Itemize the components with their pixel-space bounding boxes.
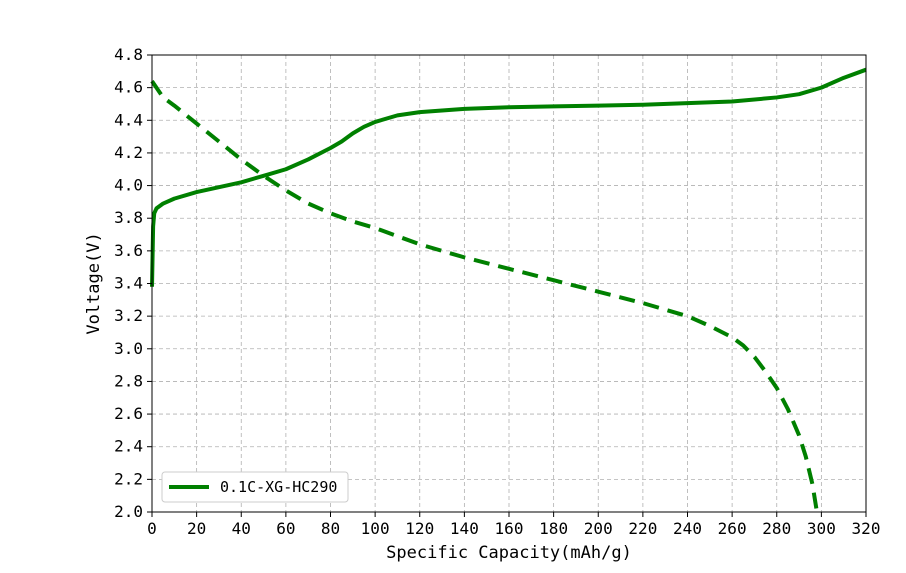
y-axis-label: Voltage(V) xyxy=(84,232,104,334)
ticks: 0 20 40 60 80 100 120 140 160 180 200 220 240 260 280 3… xyxy=(114,45,880,538)
x-tick-label: 100 xyxy=(361,519,390,538)
x-tick-label: 0 xyxy=(147,519,157,538)
legend: 0.1C-XG-HC290 xyxy=(161,471,349,503)
x-tick-label: 280 xyxy=(762,519,791,538)
series-line-discharge xyxy=(150,79,819,513)
y-tick-label: 4.4 xyxy=(114,110,143,129)
y-tick-label: 2.4 xyxy=(114,437,143,456)
x-tick-label: 80 xyxy=(321,519,340,538)
x-tick-label: 200 xyxy=(584,519,613,538)
series-line-charge xyxy=(150,67,867,287)
y-tick-label: 4.6 xyxy=(114,78,143,97)
y-tick-label: 4.8 xyxy=(114,45,143,64)
legend-entry-label: 0.1C-XG-HC290 xyxy=(220,478,337,496)
y-tick-label: 2.2 xyxy=(114,469,143,488)
x-tick-label: 120 xyxy=(405,519,434,538)
x-tick-label: 220 xyxy=(628,519,657,538)
y-tick-label: 4.0 xyxy=(114,176,143,195)
x-tick-label: 60 xyxy=(276,519,295,538)
legend-box xyxy=(161,471,349,503)
y-tick-label: 3.2 xyxy=(114,306,143,325)
x-tick-label: 240 xyxy=(673,519,702,538)
x-tick-label: 300 xyxy=(807,519,836,538)
y-tick-label: 3.6 xyxy=(114,241,143,260)
y-tick-label: 3.4 xyxy=(114,274,143,293)
y-tick-label: 4.2 xyxy=(114,143,143,162)
series-layer xyxy=(150,67,867,513)
y-tick-label: 3.0 xyxy=(114,339,143,358)
x-tick-label: 320 xyxy=(852,519,881,538)
y-tick-label: 2.8 xyxy=(114,371,143,390)
grid xyxy=(151,54,867,513)
x-tick-label: 260 xyxy=(718,519,747,538)
x-tick-label: 40 xyxy=(232,519,251,538)
x-tick-label: 140 xyxy=(450,519,479,538)
y-tick-label: 3.8 xyxy=(114,208,143,227)
y-tick-label: 2.0 xyxy=(114,502,143,521)
x-tick-label: 180 xyxy=(539,519,568,538)
x-tick-label: 20 xyxy=(187,519,206,538)
y-tick-label: 2.6 xyxy=(114,404,143,423)
x-tick-label: 160 xyxy=(495,519,524,538)
x-axis-label: Specific Capacity(mAh/g) xyxy=(386,543,632,563)
